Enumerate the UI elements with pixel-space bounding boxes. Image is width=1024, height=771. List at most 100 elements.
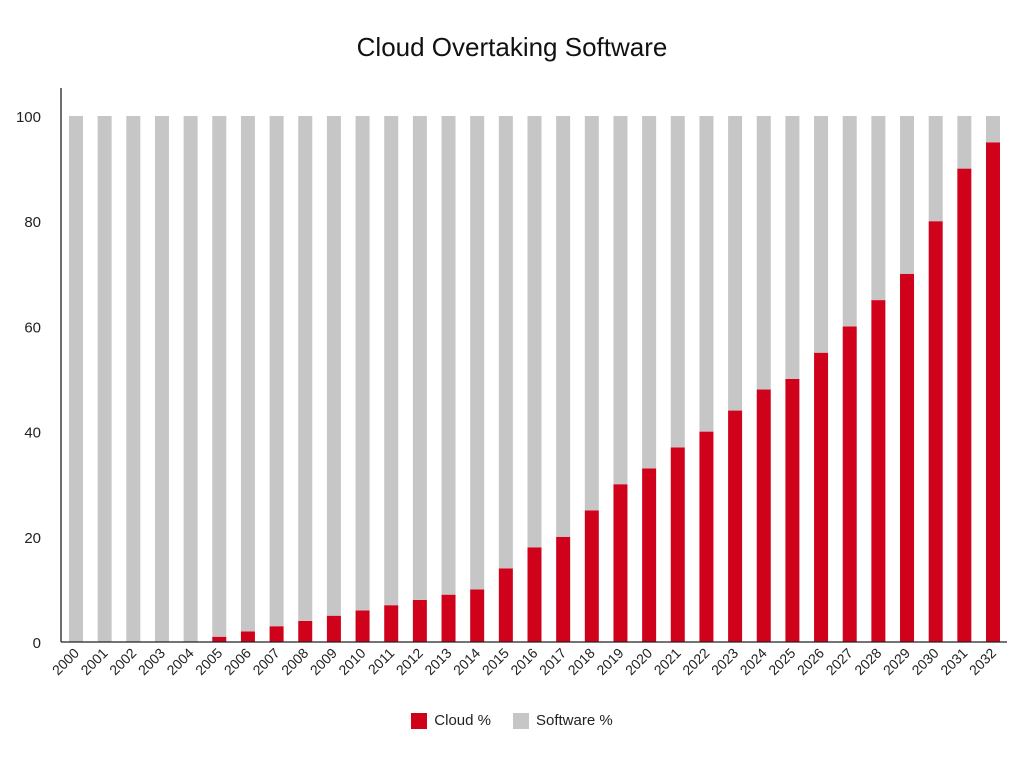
bar-cloud-2018 <box>584 510 599 642</box>
bar-software-2018 <box>584 116 599 511</box>
bar-cloud-2028 <box>871 300 886 642</box>
bar-cloud-2011 <box>384 605 399 642</box>
y-tick-label: 40 <box>24 425 41 442</box>
bar-software-2023 <box>728 116 743 411</box>
x-tick-label: 2017 <box>536 645 569 678</box>
x-tick-label: 2014 <box>450 645 483 678</box>
bar-cloud-2017 <box>556 536 571 642</box>
x-tick-label: 2030 <box>908 645 941 678</box>
legend-item-software[interactable]: Software % <box>513 712 613 729</box>
x-tick-label: 2026 <box>794 645 827 678</box>
bar-software-2000 <box>69 116 83 642</box>
x-tick-label: 2018 <box>565 645 598 678</box>
bar-software-2022 <box>699 116 714 432</box>
bar-cloud-2009 <box>326 615 341 642</box>
x-tick-label: 2011 <box>365 645 398 678</box>
x-tick-label: 2027 <box>822 645 855 678</box>
bar-software-2004 <box>183 116 198 642</box>
bar-software-2005 <box>212 116 227 637</box>
legend-swatch-software <box>513 712 529 729</box>
bar-software-2016 <box>527 116 542 548</box>
x-tick-label: 2022 <box>679 645 712 678</box>
bar-cloud-2025 <box>785 379 800 642</box>
x-tick-label: 2000 <box>49 645 82 678</box>
bar-cloud-2030 <box>928 221 943 642</box>
bar-cloud-2005 <box>212 636 227 642</box>
bar-software-2012 <box>412 116 427 600</box>
bar-software-2008 <box>298 116 313 621</box>
bar-cloud-2026 <box>814 352 829 642</box>
bar-cloud-2027 <box>842 326 857 642</box>
bar-software-2011 <box>384 116 399 606</box>
legend-swatch-cloud <box>411 712 428 729</box>
x-tick-label: 2025 <box>765 645 798 678</box>
x-tick-label: 2020 <box>622 645 655 678</box>
bar-software-2006 <box>240 116 255 632</box>
bar-cloud-2023 <box>728 410 743 642</box>
x-tick-label: 2024 <box>737 645 770 678</box>
x-tick-label: 2010 <box>335 645 368 678</box>
legend-label-cloud: Cloud % <box>434 712 491 729</box>
x-tick-label: 2021 <box>651 645 684 678</box>
bar-software-2025 <box>785 116 800 379</box>
x-tick-label: 2023 <box>708 645 741 678</box>
bar-software-2028 <box>871 116 886 301</box>
bar-cloud-2021 <box>670 447 685 642</box>
y-tick-label: 100 <box>16 109 41 126</box>
bar-software-2027 <box>842 116 857 327</box>
x-tick-label: 2006 <box>221 645 254 678</box>
bar-software-2007 <box>269 116 284 627</box>
x-tick-label: 2019 <box>593 645 626 678</box>
bar-cloud-2010 <box>355 610 370 642</box>
legend-label-software: Software % <box>536 712 613 729</box>
bar-software-2001 <box>97 116 112 642</box>
bar-cloud-2013 <box>441 594 456 642</box>
bar-software-2013 <box>441 116 456 595</box>
x-tick-label: 2032 <box>966 645 999 678</box>
bar-software-2020 <box>642 116 657 469</box>
x-tick-label: 2016 <box>507 645 540 678</box>
x-tick-label: 2005 <box>192 645 225 678</box>
bar-software-2029 <box>900 116 915 274</box>
chart-title: Cloud Overtaking Software <box>356 32 668 62</box>
x-tick-label: 2031 <box>937 645 970 678</box>
y-tick-label: 80 <box>24 214 41 231</box>
bar-cloud-2016 <box>527 547 542 642</box>
bar-cloud-2022 <box>699 431 714 642</box>
bar-cloud-2024 <box>756 389 771 642</box>
bar-software-2003 <box>154 116 169 642</box>
bar-software-2032 <box>986 116 1000 143</box>
x-tick-label: 2002 <box>106 645 139 678</box>
bar-cloud-2020 <box>642 468 657 642</box>
bar-software-2019 <box>613 116 628 485</box>
bar-cloud-2029 <box>900 273 915 642</box>
x-tick-label: 2001 <box>77 645 110 678</box>
bar-software-2026 <box>814 116 829 353</box>
bar-software-2024 <box>756 116 771 390</box>
bar-software-2017 <box>556 116 571 537</box>
y-tick-label: 20 <box>24 530 41 547</box>
bar-cloud-2008 <box>298 620 313 642</box>
x-tick-label: 2008 <box>278 645 311 678</box>
legend-item-cloud[interactable]: Cloud % <box>411 712 491 729</box>
x-tick-label: 2015 <box>479 645 512 678</box>
y-tick-label: 60 <box>24 319 41 336</box>
bar-cloud-2032 <box>986 142 1000 643</box>
bar-software-2010 <box>355 116 370 611</box>
bar-software-2031 <box>957 116 972 169</box>
x-tick-label: 2029 <box>880 645 913 678</box>
bar-cloud-2031 <box>957 168 972 642</box>
bar-cloud-2006 <box>240 631 255 642</box>
bar-software-2030 <box>928 116 943 222</box>
bar-cloud-2007 <box>269 626 284 642</box>
bar-cloud-2019 <box>613 484 628 642</box>
x-tick-label: 2013 <box>421 645 454 678</box>
x-tick-label: 2003 <box>135 645 168 678</box>
x-tick-label: 2009 <box>307 645 340 678</box>
y-tick-label: 0 <box>33 635 41 652</box>
bar-cloud-2015 <box>498 568 513 642</box>
bar-software-2015 <box>498 116 513 569</box>
bar-software-2009 <box>326 116 341 616</box>
